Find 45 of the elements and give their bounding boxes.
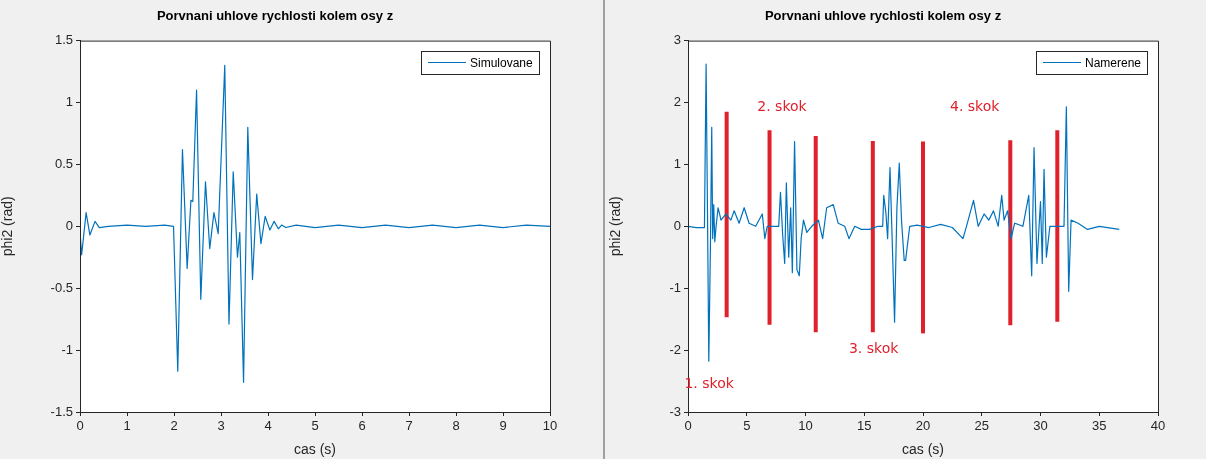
x-tick-label: 6 [358,418,366,434]
x-tick-label: 3 [217,418,225,434]
x-tick-label: 9 [499,418,507,434]
x-tick-label: 40 [1150,418,1166,434]
x-tick-label: 7 [405,418,413,434]
x-tick-label: 10 [798,418,813,434]
y-tick-label: 1 [65,94,73,110]
x-tick-label: 30 [1033,418,1048,434]
y-tick-label: -1 [669,279,681,295]
x-tick-label: 15 [857,418,872,434]
legend-label: Simulovane [470,55,533,70]
y-tick-label: 1 [673,155,681,171]
y-tick-label: -1.5 [50,403,73,419]
x-tick-label: 8 [452,418,460,434]
y-tick-label: -1 [61,341,73,357]
x-tick-label: 0 [684,418,692,434]
x-tick-label: 20 [915,418,931,434]
legend-label: Namerene [1085,55,1142,70]
y-tick-label: 1.5 [54,32,73,48]
y-tick-label: 3 [673,32,681,48]
y-tick-label: 0.5 [54,155,73,171]
x-axis-title: cas (s) [902,441,944,458]
y-tick-label: -3 [669,403,681,419]
chart-title: Porvnani uhlove rychlosti kolem osy z [156,8,394,24]
annotation: 2. skok [757,98,808,115]
x-tick-label: 10 [542,418,558,434]
y-tick-label: -0.5 [50,279,73,295]
x-tick-label: 25 [974,418,989,434]
chart-title: Porvnani uhlove rychlosti kolem osy z [764,8,1002,24]
x-tick-label: 5 [311,418,319,434]
y-axis-title: phi2 (rad) [607,196,624,257]
x-tick-label: 4 [264,418,272,434]
x-axis-title: cas (s) [294,441,336,458]
x-tick-label: 5 [743,418,751,434]
x-tick-label: 0 [76,418,84,434]
y-tick-label: 2 [673,94,681,110]
x-tick-label: 2 [170,418,178,434]
annotation: 4. skok [950,98,1001,115]
x-tick-label: 1 [123,418,131,434]
y-tick-label: 0 [65,217,73,233]
annotation: 3. skok [848,339,900,356]
x-tick-label: 35 [1092,418,1107,434]
y-tick-label: -2 [669,341,681,357]
y-tick-label: 0 [673,217,681,233]
y-axis-title: phi2 (rad) [0,196,16,257]
